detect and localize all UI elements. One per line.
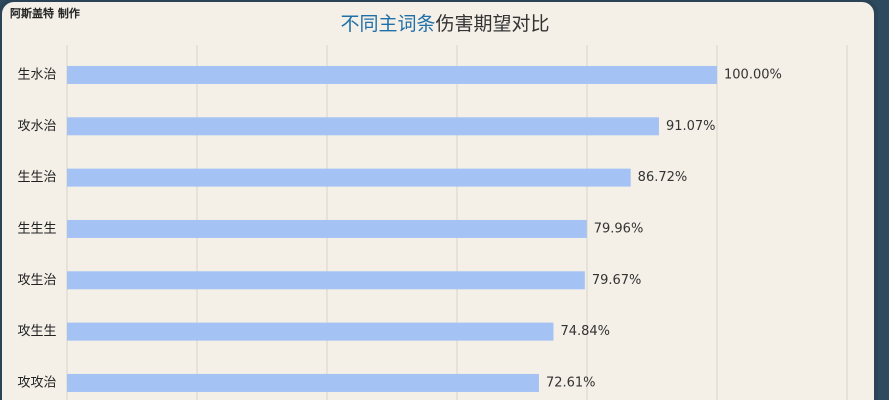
y-tick-label: 生生治	[17, 170, 56, 185]
watermark: 阿斯盖特 制作	[10, 6, 80, 20]
y-tick-label: 生生生	[17, 221, 56, 236]
bar	[67, 373, 539, 392]
chart-title: 不同主词条伤害期望对比	[340, 13, 549, 35]
y-tick-label: 攻生生	[17, 324, 56, 339]
value-label: 74.84%	[560, 324, 610, 339]
bar	[67, 322, 554, 341]
bar	[67, 117, 659, 136]
value-label: 91.07%	[666, 119, 716, 134]
bar	[67, 65, 717, 84]
title-part: 伤害期望对比	[436, 13, 550, 35]
value-label: 79.67%	[592, 273, 642, 288]
y-tick-label: 攻生治	[17, 273, 56, 288]
bar	[67, 168, 631, 187]
value-label: 86.72%	[638, 170, 688, 185]
value-label: 100.00%	[724, 67, 782, 82]
y-tick-label: 攻攻治	[17, 375, 56, 390]
y-tick-label: 攻水治	[17, 119, 56, 134]
bar	[67, 271, 585, 290]
title-part: 不同主词条	[340, 13, 435, 35]
y-tick-label: 生水治	[17, 67, 56, 82]
bar	[67, 219, 587, 238]
value-label: 79.96%	[594, 221, 644, 236]
value-label: 72.61%	[546, 375, 596, 390]
